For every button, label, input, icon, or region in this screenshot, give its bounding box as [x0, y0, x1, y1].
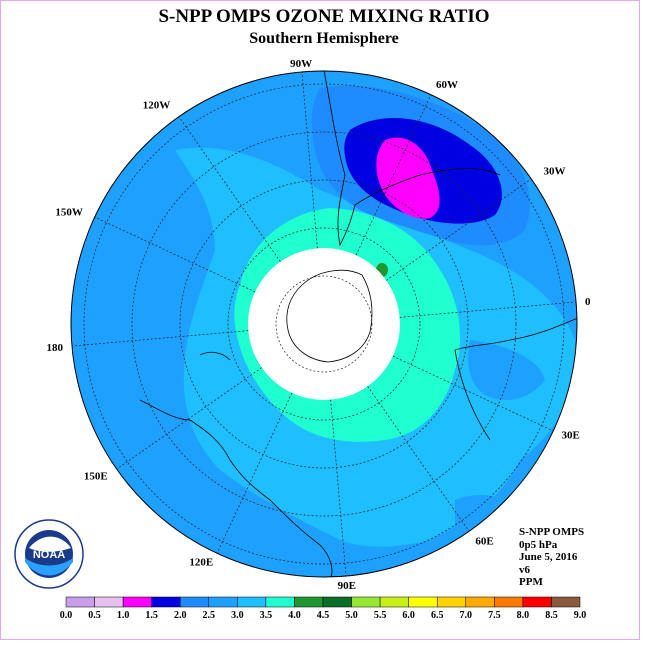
info-version: v6: [519, 563, 530, 576]
colorbar-tick-label: 0.0: [60, 610, 73, 621]
longitude-labels: 90W 60W 30W 0 30E 60E 90E 120E 150E 180 150W 120W: [46, 58, 591, 592]
longitude-label: 150W: [55, 207, 83, 219]
colorbar-tick-label: 5.0: [345, 610, 358, 621]
longitude-label: 30W: [544, 165, 566, 177]
meridian-line: [386, 178, 532, 281]
colorbar-tick-label: 8.5: [545, 610, 558, 621]
meridian-line: [71, 330, 249, 347]
graticule: [71, 71, 577, 577]
colorbar-tick-label: 5.5: [374, 610, 387, 621]
info-pressure-level: 0p5 hPa: [519, 538, 558, 551]
meridian-line: [355, 94, 432, 256]
longitude-label: 0: [585, 296, 591, 308]
longitude-label: 30E: [561, 430, 579, 442]
colorbar-swatch: [551, 596, 581, 608]
colorbar-tick-label: 1.0: [117, 610, 130, 621]
antarctica-outline: [286, 269, 373, 363]
info-date: June 5, 2016: [519, 551, 578, 563]
colorbar-tick-label: 9.0: [574, 610, 587, 621]
globe-edge: [70, 70, 578, 578]
colorbar-tick-label: 2.5: [203, 610, 216, 621]
colorbar-tick-label: 8.0: [517, 610, 530, 621]
meridian-line: [301, 71, 318, 249]
noaa-logo-text: NOAA: [33, 549, 65, 561]
longitude-label: 60E: [475, 535, 493, 547]
colorbar-swatch: [351, 596, 381, 608]
colorbar-swatch: [494, 596, 524, 608]
polar-night-mask: [248, 248, 400, 400]
colorbar-tick-label: 6.5: [431, 610, 444, 621]
longitude-label: 120W: [143, 99, 171, 111]
colorbar-swatch: [151, 596, 181, 608]
colorbar-swatch: [408, 596, 438, 608]
colorbar-tick-label: 6.0: [402, 610, 415, 621]
map-title: S-NPP OMPS OZONE MIXING RATIO: [158, 6, 490, 27]
colorbar-swatch: [208, 596, 238, 608]
noaa-logo: NOAA: [14, 519, 84, 589]
colorbar-swatch: [379, 596, 409, 608]
colorbar-swatch: [94, 596, 124, 608]
meridian-line: [116, 367, 262, 470]
colorbar-tick-label: 1.5: [145, 610, 158, 621]
meridian-line: [367, 386, 470, 532]
product-info: S-NPP OMPS 0p5 hPa June 5, 2016 v6 PPM: [519, 526, 584, 589]
colorbar-tick-label: 4.0: [288, 610, 301, 621]
colorbar-swatch: [294, 596, 324, 608]
longitude-label: 90W: [290, 58, 312, 70]
meridian-line: [178, 116, 281, 262]
meridian-line: [399, 301, 577, 318]
colorbar-swatch: [237, 596, 267, 608]
longitude-label: 90E: [338, 580, 356, 592]
colorbar-tick-label: 7.0: [460, 610, 473, 621]
meridian-line: [216, 392, 293, 554]
colorbar-tick-label: 3.0: [231, 610, 244, 621]
colorbar-swatch: [122, 596, 152, 608]
colorbar-swatch: [322, 596, 352, 608]
info-product: S-NPP OMPS: [519, 526, 585, 538]
meridian-line: [94, 216, 256, 293]
colorbar-tick-label: 2.0: [174, 610, 187, 621]
longitude-label: 180: [46, 342, 63, 354]
field-level-2-5-patch: [468, 340, 545, 400]
longitude-label: 120E: [189, 556, 213, 568]
meridian-line: [392, 355, 554, 432]
colorbar-swatch: [179, 596, 210, 608]
meridian-line: [330, 399, 347, 577]
colorbar-tick-label: 4.5: [317, 610, 330, 621]
colorbar-swatch: [522, 596, 552, 608]
figure-frame: [0, 0, 640, 640]
colorbar-swatch: [436, 596, 467, 608]
colorbar-tick-label: 3.5: [260, 610, 273, 621]
colorbar-tick-label: 0.5: [88, 610, 101, 621]
longitude-label: 60W: [436, 79, 458, 91]
colorbar-tick-label: 7.5: [488, 610, 501, 621]
colorbar-swatch: [465, 596, 495, 608]
field-level-1-0: [376, 137, 440, 219]
longitude-label: 150E: [84, 470, 108, 482]
info-units: PPM: [519, 576, 543, 588]
colorbar-swatch: [65, 596, 95, 608]
colorbar-swatch: [265, 596, 295, 608]
map-subtitle: Southern Hemisphere: [249, 30, 399, 47]
